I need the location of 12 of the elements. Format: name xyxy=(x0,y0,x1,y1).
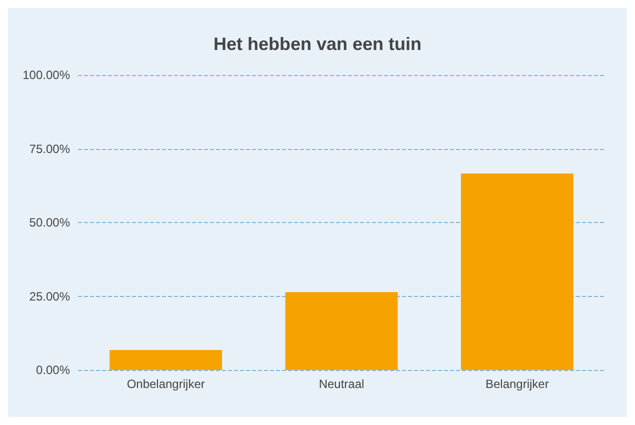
x-tick-label: Belangrijker xyxy=(485,377,549,391)
bar xyxy=(285,292,398,370)
y-tick-label: 0.00% xyxy=(36,363,70,377)
bar xyxy=(460,174,574,370)
chart-title: Het hebben van een tuin xyxy=(213,34,422,54)
bar xyxy=(110,350,222,370)
y-tick-label: 100.00% xyxy=(22,68,70,82)
y-tick-label: 75.00% xyxy=(29,142,70,156)
y-tick-label: 50.00% xyxy=(29,216,70,230)
x-tick-label: Onbelangrijker xyxy=(126,377,205,391)
x-tick-label: Neutraal xyxy=(318,377,364,391)
y-tick-label: 25.00% xyxy=(29,289,70,304)
